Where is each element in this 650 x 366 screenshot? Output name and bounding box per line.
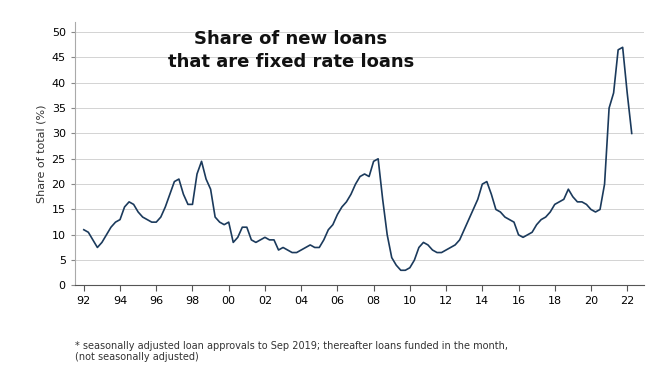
Y-axis label: Share of total (%): Share of total (%) [36, 104, 46, 203]
Text: * seasonally adjusted loan approvals to Sep 2019; thereafter loans funded in the: * seasonally adjusted loan approvals to … [75, 341, 508, 362]
Text: Share of new loans
that are fixed rate loans: Share of new loans that are fixed rate l… [168, 30, 414, 71]
